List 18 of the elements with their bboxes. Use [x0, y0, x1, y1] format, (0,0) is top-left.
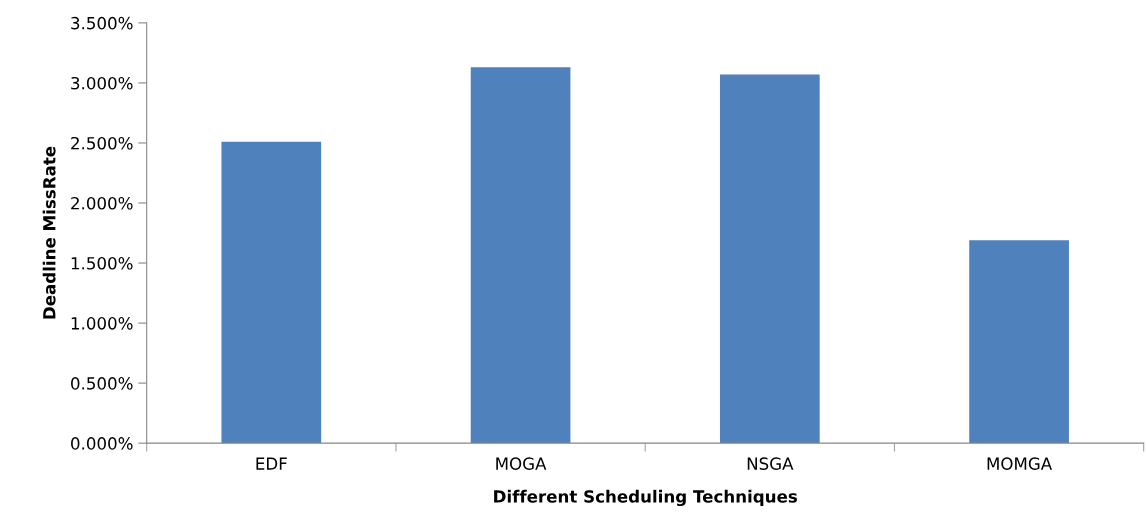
x-tick-label: NSGA: [747, 457, 794, 470]
bar: [470, 67, 571, 444]
y-tick-label: 3.500%: [71, 16, 133, 30]
y-tick-label: 3.000%: [71, 76, 133, 90]
bar: [969, 240, 1069, 444]
bar: [221, 141, 322, 444]
x-axis-title: Different Scheduling Techniques: [494, 489, 797, 507]
y-tick-label: 1.500%: [71, 257, 133, 270]
x-tick-label: MOGA: [496, 457, 547, 470]
y-tick-label: 2.500%: [71, 136, 133, 150]
y-tick-label: 0.500%: [71, 377, 133, 390]
x-tick-label: EDF: [256, 457, 287, 470]
y-tick-label: 0.000%: [71, 437, 133, 450]
y-tick-label: 1.000%: [71, 317, 133, 330]
y-tick-label: 2.000%: [71, 196, 133, 210]
y-axis-title: Deadline MissRate: [42, 146, 56, 319]
x-tick-label: MOMGA: [987, 457, 1053, 470]
bar: [719, 74, 820, 444]
